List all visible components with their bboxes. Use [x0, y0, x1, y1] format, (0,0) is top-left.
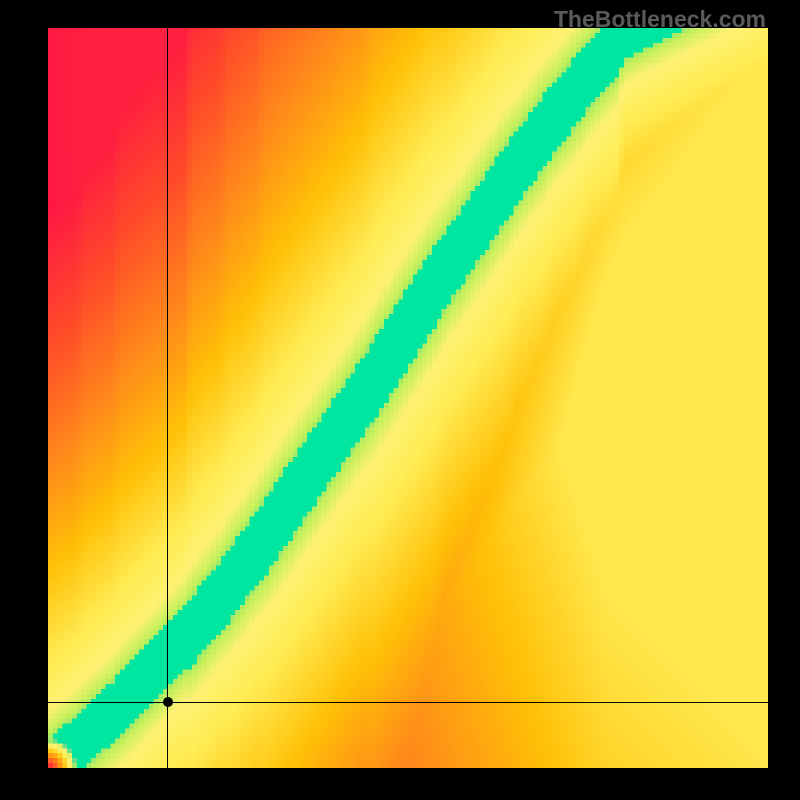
watermark-text: TheBottleneck.com — [554, 6, 766, 33]
crosshair-horizontal-line — [48, 702, 768, 703]
bottleneck-heatmap — [48, 28, 768, 768]
crosshair-vertical-line — [167, 28, 168, 768]
crosshair-dot — [163, 697, 173, 707]
